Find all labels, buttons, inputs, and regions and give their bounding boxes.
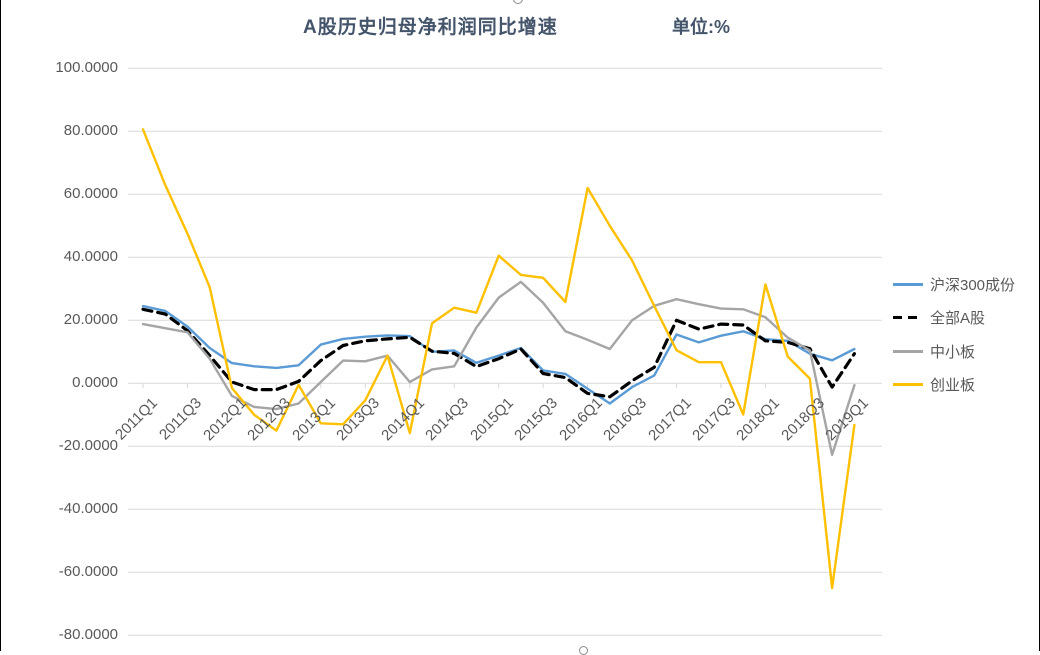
series-line-chinext-board[interactable]	[141, 128, 856, 590]
y-axis-label: -80.0000	[58, 626, 118, 644]
series-line-all-a-shares[interactable]	[141, 307, 857, 399]
legend-label-all-a-shares: 全部A股	[930, 310, 986, 327]
legend-swatch-sme-board	[893, 349, 923, 353]
y-axis-label: -40.0000	[58, 500, 118, 518]
legend-label-sme-board: 中小板	[930, 343, 976, 361]
y-axis-label: 40.0000	[63, 248, 118, 266]
legend-swatch-all-a-shares	[893, 315, 923, 320]
y-axis-label: 80.0000	[63, 122, 118, 140]
chart-unit-label: 单位:%	[672, 17, 730, 37]
legend-label-hs300: 沪深300成份	[930, 276, 1016, 294]
y-axis-label: 60.0000	[63, 185, 118, 203]
y-axis-label: 0.0000	[72, 374, 118, 392]
legend-swatch-chinext-board	[893, 383, 923, 386]
legend-item-hs300[interactable]: 沪深300成份	[893, 274, 1015, 294]
legend-item-sme-board[interactable]: 中小板	[893, 341, 975, 361]
y-axis-label: 20.0000	[63, 311, 118, 329]
y-axis-label: -20.0000	[58, 437, 118, 455]
y-axis-label: 100.0000	[55, 59, 118, 77]
legend-item-chinext-board[interactable]: 创业板	[893, 375, 975, 395]
legend-item-all-a-shares[interactable]: 全部A股	[893, 308, 985, 328]
chart-title: A股历史归母净利润同比增速	[303, 17, 558, 38]
series-line-hs300[interactable]	[141, 304, 856, 405]
y-axis-label: -60.0000	[58, 563, 118, 581]
window-left-border	[0, 0, 1, 651]
legend-swatch-hs300	[893, 282, 923, 286]
series-line-sme-board[interactable]	[141, 280, 856, 456]
legend-label-chinext-board: 创业板	[930, 377, 976, 394]
